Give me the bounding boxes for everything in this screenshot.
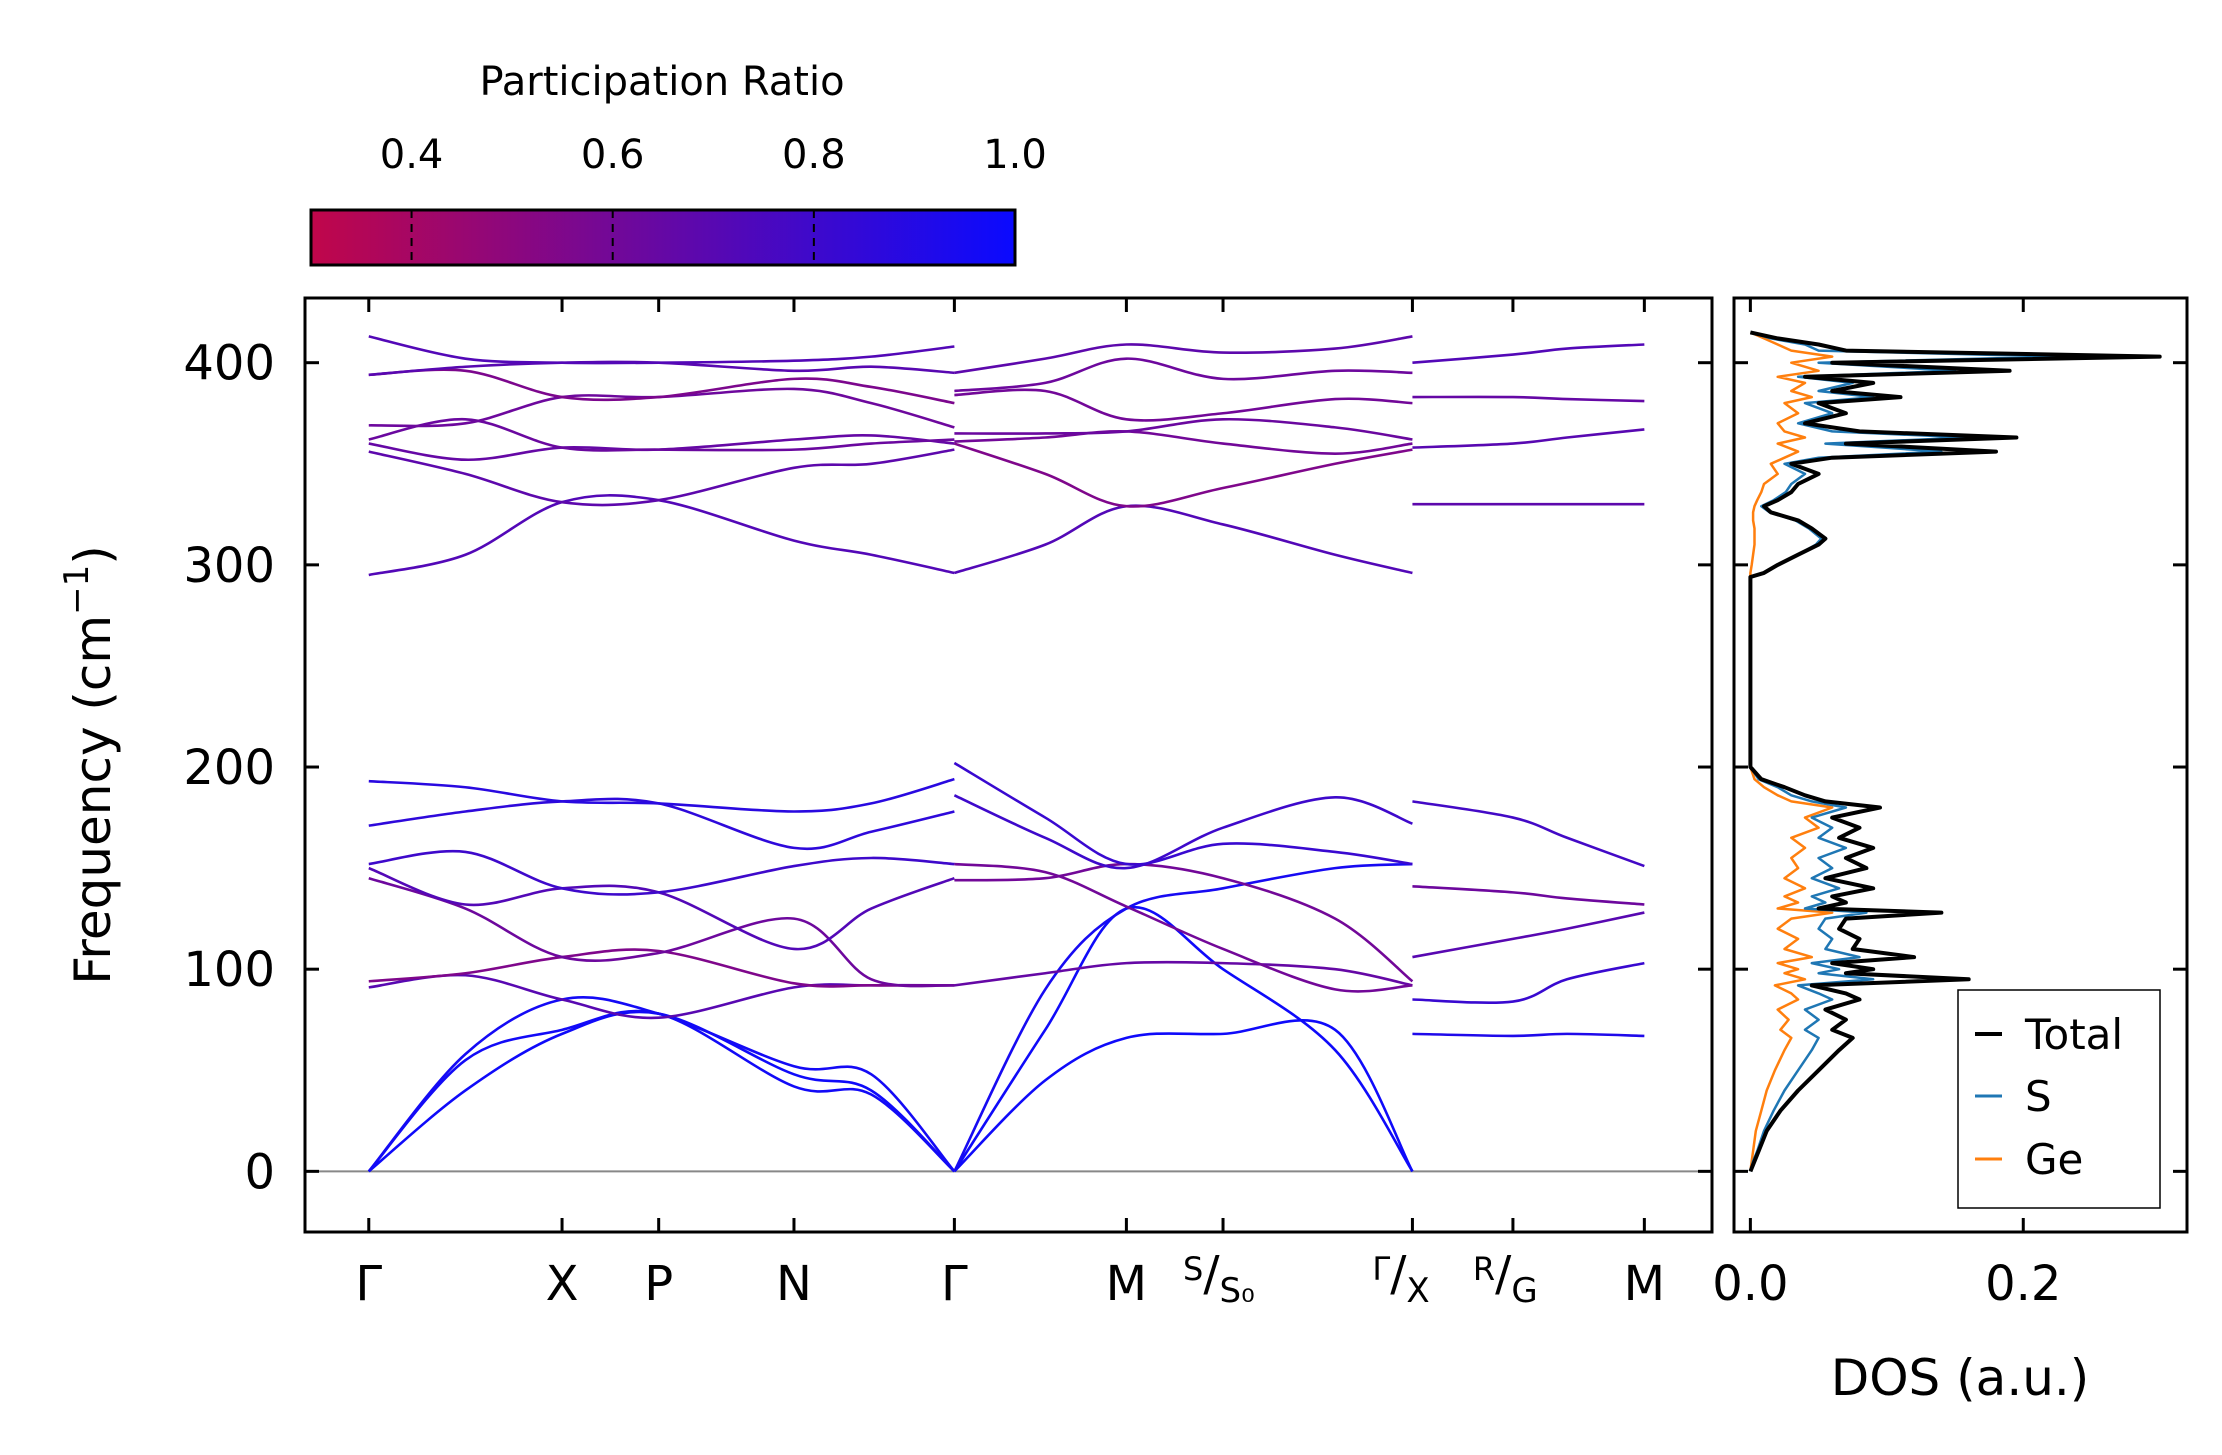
band-line <box>954 335 1413 375</box>
k-label: M <box>1624 1256 1665 1312</box>
band-line <box>368 797 955 851</box>
k-label: N <box>776 1256 812 1312</box>
dos-x-tick-label: 0.2 <box>1985 1256 2061 1312</box>
dos-axes: 0.0 0.2 DOS (a.u.) Total S Ge <box>1712 296 2189 1407</box>
band-line <box>953 442 1413 508</box>
y-tick-label: 0 <box>244 1144 275 1200</box>
band-line <box>1412 885 1645 906</box>
k-label: X <box>546 1256 579 1312</box>
y-axis-title: Frequency (cm−1) <box>57 545 122 985</box>
band-line <box>954 430 1413 455</box>
dispersion-frame <box>303 296 1714 1234</box>
band-line <box>954 357 1413 393</box>
k-label: R/G <box>1473 1246 1538 1311</box>
band-line <box>954 862 1413 993</box>
legend: Total S Ge <box>1957 989 2161 1209</box>
band-line <box>954 960 1413 987</box>
band-line <box>368 973 955 1020</box>
band-line <box>368 494 955 577</box>
band-line <box>1412 395 1645 403</box>
dos-line-ge <box>1749 331 1834 1172</box>
y-tick-label: 300 <box>183 538 275 594</box>
band-line <box>954 388 1413 422</box>
y-axis-title-end: ) <box>64 545 122 565</box>
band-line <box>953 1019 1414 1173</box>
y-axis-title-main: Frequency (cm <box>64 615 122 985</box>
band-line <box>1412 343 1645 364</box>
kpoint-labels: Γ X P N Γ M S/S₀ Γ/X R/G M <box>355 1246 1665 1312</box>
k-label: P <box>644 1256 673 1312</box>
y-tick-label: 100 <box>183 942 275 998</box>
k-label: S/S₀ <box>1183 1246 1255 1311</box>
band-line <box>368 387 955 429</box>
legend-label-s: S <box>2025 1072 2052 1121</box>
dispersion-axes: 0 100 200 300 400 Γ X P N Γ M S/S₀ Γ/X R/G M Frequenc… <box>57 296 1714 1312</box>
band-line <box>368 876 955 988</box>
colorbar-title: Participation Ratio <box>479 59 844 105</box>
legend-label-total: Total <box>2024 1010 2123 1059</box>
dos-x-tick-label: 0.0 <box>1712 1256 1788 1312</box>
dos-lines <box>1748 330 2162 1173</box>
y-axis-title-sup: −1 <box>57 565 97 615</box>
k-label: Γ/X <box>1372 1246 1429 1311</box>
band-line <box>367 996 956 1173</box>
colorbar: Participation Ratio 0.4 0.6 0.8 1.0 <box>309 59 1047 267</box>
colorbar-ticks: 0.4 0.6 0.8 1.0 <box>380 132 1047 265</box>
band-line <box>367 1009 956 1173</box>
dos-frame <box>1732 296 2189 1234</box>
dos-ticks: 0.0 0.2 <box>1712 298 2187 1312</box>
colorbar-gradient <box>309 208 1017 267</box>
band-line <box>1412 1032 1645 1038</box>
band-line <box>953 905 1414 1173</box>
band-line <box>368 849 955 896</box>
band-line <box>953 504 1413 575</box>
band-line <box>368 368 955 405</box>
band-line <box>953 862 1413 1172</box>
k-label: Γ <box>355 1256 382 1312</box>
band-line <box>368 417 955 452</box>
band-line <box>1412 428 1645 449</box>
band-line <box>368 335 955 365</box>
legend-box <box>1957 989 2161 1209</box>
band-line <box>1412 961 1645 1004</box>
k-label: M <box>1106 1256 1147 1312</box>
band-lines <box>305 335 1712 1173</box>
y-tick-label: 200 <box>183 740 275 796</box>
band-line <box>953 794 1413 870</box>
band-line <box>368 866 955 951</box>
colorbar-tick-label: 1.0 <box>983 132 1047 178</box>
band-line <box>368 777 955 813</box>
band-line <box>368 434 955 462</box>
band-line <box>368 448 955 507</box>
dos-line-s <box>1749 331 2066 1172</box>
band-line <box>953 761 1413 866</box>
colorbar-tick-label: 0.8 <box>782 132 846 178</box>
band-line <box>368 948 955 988</box>
dos-line-total <box>1748 330 2162 1173</box>
k-label: Γ <box>941 1256 968 1312</box>
y-tick-label: 400 <box>183 336 275 392</box>
dispersion-ticks: 0 100 200 300 400 <box>183 298 1712 1232</box>
colorbar-tick-label: 0.6 <box>581 132 645 178</box>
band-line <box>954 862 1414 983</box>
band-line <box>1412 911 1645 959</box>
colorbar-tick-label: 0.4 <box>380 132 444 178</box>
dos-x-axis-title: DOS (a.u.) <box>1831 1349 2090 1407</box>
legend-label-ge: Ge <box>2025 1135 2083 1184</box>
band-line <box>954 417 1413 441</box>
band-line <box>1412 800 1645 868</box>
